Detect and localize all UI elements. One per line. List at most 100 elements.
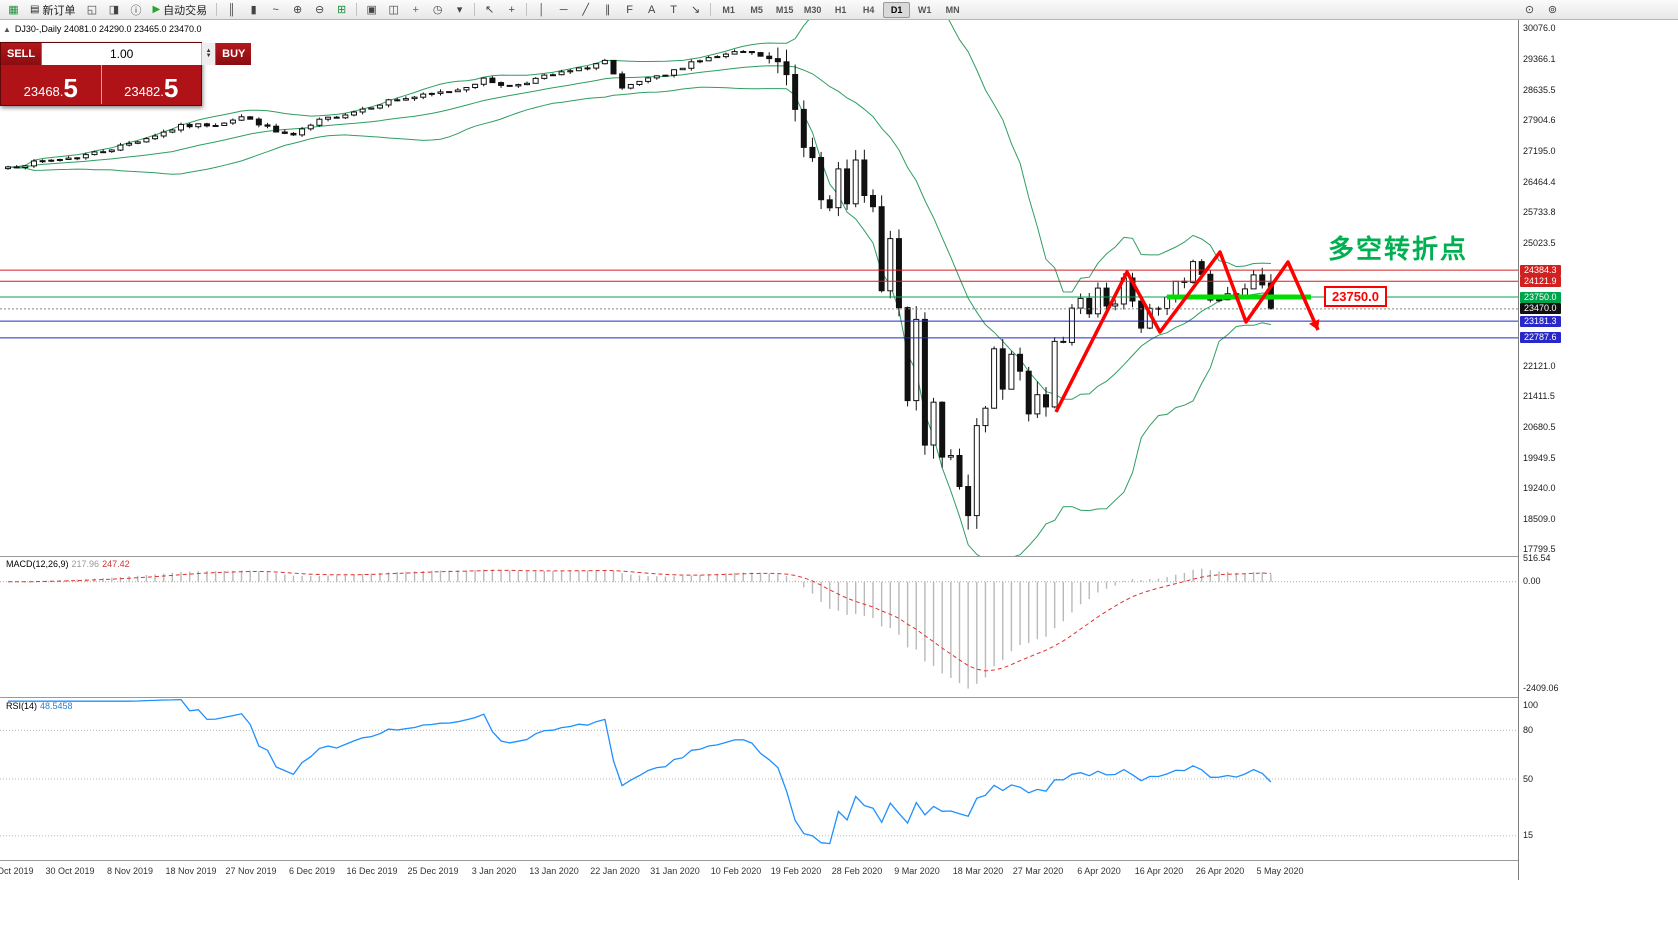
tf-w1[interactable]: W1 [917,4,932,15]
data-window-icon[interactable]: ⓘ [130,4,142,17]
candle [731,49,738,55]
candle [134,140,141,145]
zoom-in-icon[interactable]: ⊕ [293,4,303,16]
tile-windows-icon[interactable]: ⊞ [337,4,347,16]
candle [636,80,643,86]
shapes-icon[interactable]: ↘ [691,4,701,16]
candle [143,137,150,143]
sell-button[interactable]: SELL [1,43,42,65]
candle [584,66,591,71]
date-label: 16 Dec 2019 [346,866,398,876]
date-label: 27 Nov 2019 [225,866,277,876]
crosshair-icon[interactable]: + [508,3,515,16]
spinner-down-icon[interactable]: ▼ [205,53,212,59]
candle [376,104,383,110]
candle [722,52,729,59]
cursor-icon[interactable]: ↖ [485,4,495,16]
date-label: 3 Jan 2020 [471,866,517,876]
sell-price-panel[interactable]: 23468. 5 [1,65,101,104]
templates-icon[interactable]: ▾ [456,4,463,16]
zigzag-annotation[interactable] [1054,250,1320,413]
candle [766,52,773,64]
candle [921,312,928,455]
tf-m30[interactable]: M30 [803,4,822,15]
candle [870,189,876,213]
tf-m1[interactable]: M1 [722,4,735,15]
zoom-out-icon[interactable]: ⊖ [315,4,325,16]
candlestick-type-icon[interactable]: ▮ [250,4,257,16]
volume-input[interactable] [42,43,202,65]
bar-chart-type-icon[interactable]: ║ [227,3,236,16]
candle [108,149,115,153]
chart-shift-icon[interactable]: ◫ [388,4,399,16]
label-icon[interactable]: T [670,3,678,16]
auto-scroll-icon[interactable]: ▣ [366,4,377,16]
autotrading-button-icon: ▶ [152,4,161,15]
candle [489,76,496,84]
date-axis[interactable]: 21 Oct 2019 30 Oct 2019 8 Nov 2019 18 Nov 2… [0,861,1518,880]
axis-price-label: 30076.0 [1523,23,1556,34]
text-icon[interactable]: A [647,3,656,16]
zigzag-arrowhead [1309,319,1320,330]
date-label: 6 Dec 2019 [288,866,336,876]
one-click-collapse-arrow[interactable]: ▲ [3,24,11,34]
main-chart-layer [5,20,1274,556]
toolbar-separator [356,3,358,16]
volume-spinner[interactable]: ▲ ▼ [201,43,216,65]
app-chart-icon[interactable]: ▦ [8,4,19,16]
volume-field[interactable]: ▲▼ [41,43,217,65]
autotrading-button-label: 自动交易 [163,4,208,17]
horizontal-line-icon[interactable]: ─ [559,3,568,16]
macd-label: MACD(12,26,9) 217.96 247.42 [6,559,130,569]
spinner-up-icon[interactable]: ▲ [205,48,212,54]
tf-mn[interactable]: MN [945,4,960,15]
macd-main-value: 217.96 [71,559,100,569]
annotation-text[interactable]: 多空转折点 [1328,234,1469,264]
new-order-button[interactable]: ▤ 新订单 [25,1,80,18]
price-tag: 23181.3 [1520,315,1561,327]
new-order-button-label: 新订单 [42,4,76,17]
candle [290,132,297,136]
candle [195,123,202,129]
fibonacci-icon[interactable]: F [626,3,634,16]
price-callout[interactable]: 23750.0 [1324,286,1387,307]
autotrading-button[interactable]: ▶ 自动交易 [147,1,212,18]
candle [39,159,46,164]
tf-h1[interactable]: H1 [834,4,847,15]
candle [1043,387,1049,417]
buy-price-panel[interactable]: 23482. 5 [102,65,202,104]
tf-m5[interactable]: M5 [750,4,763,15]
tf-d1[interactable]: D1 [883,1,911,18]
search-symbol-icon[interactable]: ⊙ [1524,4,1535,16]
channel-icon[interactable]: ∥ [604,4,611,16]
profiles-icon[interactable]: ◨ [108,4,120,16]
bollinger-upper [7,20,1271,293]
line-chart-type-icon[interactable]: ~ [272,3,279,16]
rsi-axis-label: 50 [1523,773,1534,784]
buy-button[interactable]: BUY [216,43,252,65]
tf-m15[interactable]: M15 [775,4,794,15]
chart-windows-icon[interactable]: ◱ [86,4,98,16]
candle [800,100,807,158]
trendline-icon[interactable]: ╱ [582,4,589,16]
vertical-line-icon[interactable]: │ [538,3,546,16]
axis-price-label: 27904.6 [1523,115,1556,126]
date-label: 27 Mar 2020 [1012,866,1064,876]
axis-price-label: 18509.0 [1523,513,1556,524]
candle [402,96,409,101]
sell-price-pip: 5 [63,73,78,103]
community-icon[interactable]: ⊚ [1547,4,1558,16]
candle [653,75,660,80]
macd-axis-label: 516.54 [1523,553,1551,564]
tf-h4[interactable]: H4 [862,4,875,15]
period-icon[interactable]: ◷ [432,4,443,16]
rsi-value: 48.5458 [40,701,73,711]
add-indicator-icon[interactable]: + [412,3,419,16]
axis-price-label: 25733.8 [1523,207,1556,218]
candle [939,401,946,468]
price-axis[interactable]: 30076.0 29366.1 28635.5 27904.6 27195.0 26464… [1519,20,1678,944]
candle [835,161,842,217]
date-label: 30 Oct 2019 [45,866,95,876]
